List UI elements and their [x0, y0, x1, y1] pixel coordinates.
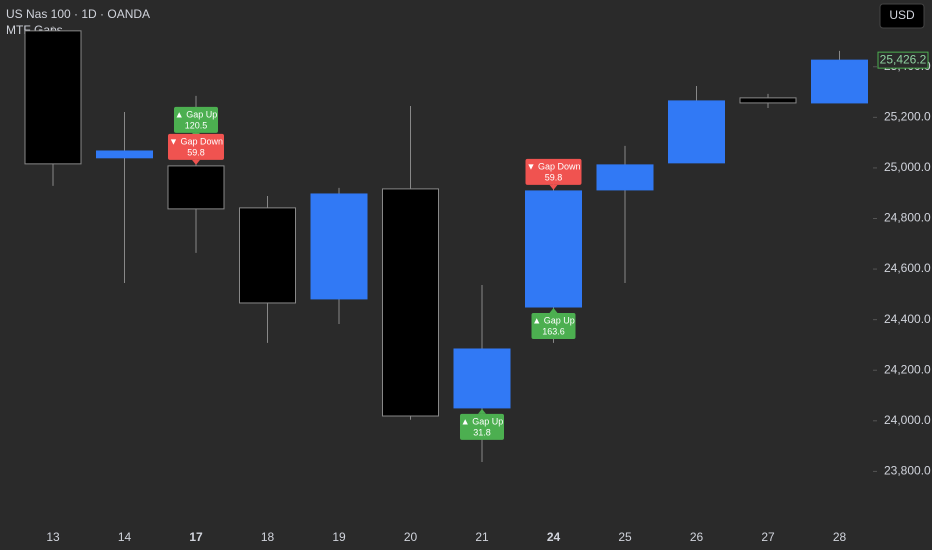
annotation-text: ▼ Gap Down [527, 161, 581, 171]
x-tick-label: 14 [118, 530, 132, 544]
annotation-box [168, 133, 224, 160]
candle-body [739, 97, 797, 104]
annotation-pointer [549, 308, 558, 314]
annotation-value: 120.5 [185, 120, 208, 130]
candle-body [167, 165, 225, 210]
annotation-text: ▲ Gap Up [175, 109, 217, 119]
currency-button[interactable] [879, 3, 925, 29]
annotation-value: 31.8 [473, 427, 491, 437]
candle-body [310, 193, 368, 300]
y-tick-label: 24,000.0 [884, 413, 931, 427]
y-tick-label: 24,400.0 [884, 312, 931, 326]
annotation-value: 59.8 [187, 147, 205, 157]
y-tick-label: 24,200.0 [884, 362, 931, 376]
x-tick-label: 17 [189, 530, 203, 544]
annotation-text: ▼ Gap Down [169, 136, 223, 146]
annotation-box [531, 313, 576, 340]
x-tick-label: 19 [332, 530, 346, 544]
candle-body [453, 348, 511, 409]
y-tick-label: 25,000.0 [884, 160, 931, 174]
candle-body [596, 164, 654, 191]
y-tick-label: 24,600.0 [884, 261, 931, 275]
chart-title: US Nas 100 · 1D · OANDA [6, 7, 150, 21]
annotation-box [525, 158, 582, 185]
x-tick-label: 20 [404, 530, 418, 544]
last-price-label: 25,426.2 [880, 52, 927, 66]
annotation-pointer [549, 184, 558, 190]
candle-body [382, 188, 439, 417]
annotation-pointer [192, 159, 200, 165]
candle-body [96, 150, 153, 159]
annotation-pointer [478, 408, 486, 414]
candle-body [525, 190, 582, 308]
annotation-box [174, 106, 218, 133]
x-tick-label: 25 [618, 530, 632, 544]
x-tick-label: 28 [833, 530, 847, 544]
x-tick-label: 27 [761, 530, 775, 544]
x-tick-label: 13 [46, 530, 60, 544]
candle-body [668, 100, 725, 164]
last-price-box [877, 51, 929, 69]
y-tick-label: 24,800.0 [884, 211, 931, 225]
annotation-text: ▲ Gap Up [461, 416, 503, 426]
candle-body [24, 30, 82, 165]
x-tick-label: 21 [475, 530, 489, 544]
annotation-text: ▲ Gap Up [532, 315, 574, 325]
annotation-value: 163.6 [542, 326, 565, 336]
candle-body [811, 59, 868, 104]
y-tick-label: 25,200.0 [884, 110, 931, 124]
y-tick-label: 23,800.0 [884, 464, 931, 478]
currency-label[interactable]: USD [889, 8, 915, 22]
x-tick-label: 26 [690, 530, 704, 544]
x-tick-label: 24 [547, 530, 561, 544]
x-tick-label: 18 [261, 530, 275, 544]
candle-body [239, 207, 296, 304]
annotation-box [460, 413, 504, 440]
annotation-value: 59.8 [545, 172, 563, 182]
